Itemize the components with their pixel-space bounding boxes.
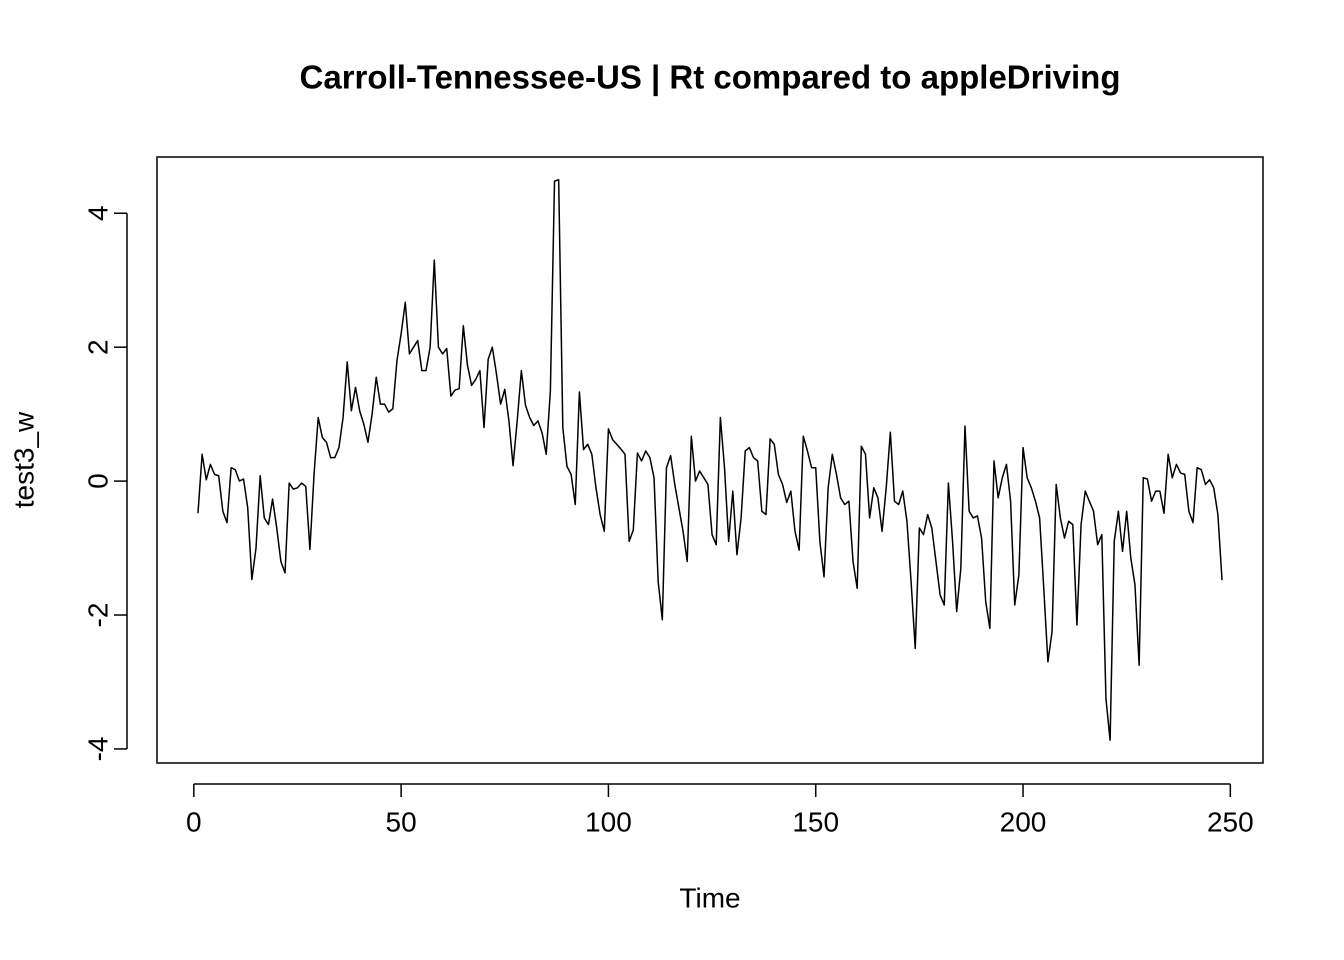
x-tick-label: 0 bbox=[186, 806, 202, 837]
chart-title: Carroll-Tennessee-US | Rt compared to ap… bbox=[300, 59, 1121, 96]
plot-box bbox=[156, 156, 1264, 764]
x-tick-label: 100 bbox=[585, 806, 632, 837]
x-tick-label: 200 bbox=[1000, 806, 1047, 837]
y-tick-label: -4 bbox=[82, 736, 113, 761]
x-tick-label: 250 bbox=[1207, 806, 1254, 837]
y-tick-label: -2 bbox=[82, 603, 113, 628]
y-tick-label: 4 bbox=[82, 205, 113, 221]
x-tick-label: 50 bbox=[386, 806, 417, 837]
x-tick-label: 150 bbox=[792, 806, 839, 837]
y-tick-label: 2 bbox=[82, 339, 113, 355]
data-line bbox=[197, 179, 1223, 741]
y-axis-label: test3_w bbox=[8, 411, 39, 508]
x-axis-label: Time bbox=[679, 882, 740, 913]
y-tick-label: 0 bbox=[82, 473, 113, 489]
